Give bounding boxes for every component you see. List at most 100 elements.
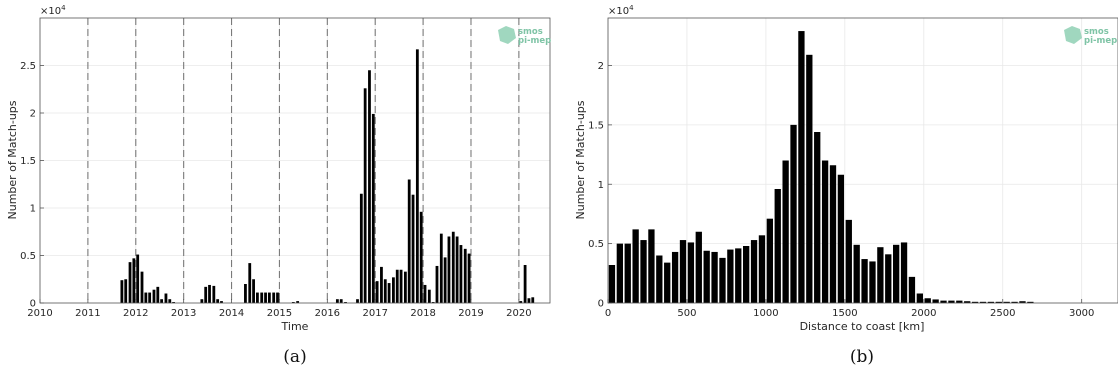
b-bar (806, 54, 813, 303)
b-x-tick-label: 1000 (753, 308, 778, 319)
a-bar (451, 231, 455, 303)
b-bar (624, 243, 631, 303)
a-bar (120, 280, 124, 303)
a-bar (523, 265, 527, 303)
chart-b-y-multiplier: ×104 (608, 4, 634, 17)
svg-text:smos: smos (518, 27, 543, 37)
b-bar (964, 301, 971, 303)
a-bar (272, 292, 276, 303)
b-bar (940, 300, 947, 303)
b-y-tick-label: 1.5 (588, 120, 604, 131)
a-y-tick-label: 1 (30, 204, 36, 215)
a-bar (267, 292, 271, 303)
b-bar (1019, 301, 1026, 303)
a-bar (136, 254, 140, 303)
a-bar (395, 269, 399, 303)
a-bar (291, 302, 295, 303)
a-bar (140, 271, 144, 303)
chart-b-x-ticks: 0 500 1000 1500 2000 2500 3000 (605, 299, 1094, 319)
b-bar (640, 240, 647, 303)
a-x-tick-label: 2011 (75, 308, 100, 319)
b-bar (979, 301, 987, 303)
a-bar (148, 292, 152, 303)
b-bar (616, 243, 623, 303)
b-bar (861, 259, 868, 303)
a-x-tick-label: 2014 (219, 308, 244, 319)
a-bar (368, 70, 371, 303)
a-bar (208, 284, 211, 303)
b-bar (971, 301, 979, 303)
chart-a-year-separators (87, 18, 520, 303)
b-bar (829, 165, 837, 303)
a-bar (447, 236, 451, 303)
a-bar (392, 277, 395, 303)
a-bar (467, 253, 471, 303)
a-x-tick-label: 2016 (315, 308, 340, 319)
chart-a-y-ticks: 0 0.5 1 1.5 2 2.5 (20, 61, 44, 310)
a-bar (156, 286, 160, 303)
b-bar (743, 246, 750, 303)
a-bar (419, 211, 423, 303)
chart-b-logo: smos pi-mep (1064, 26, 1117, 46)
b-bar (774, 189, 781, 303)
a-bar (399, 269, 403, 303)
b-x-tick-label: 3000 (1069, 308, 1094, 319)
b-x-tick-label: 2500 (990, 308, 1015, 319)
b-bar (671, 251, 679, 303)
a-bar (124, 279, 128, 303)
chart-b-bars (608, 31, 1034, 303)
a-bar (168, 299, 172, 303)
a-bar (244, 284, 247, 303)
a-bar (200, 299, 204, 303)
a-bar (152, 289, 156, 303)
a-bar (380, 266, 383, 303)
a-bar (212, 285, 216, 303)
b-bar (869, 261, 876, 303)
b-bar (656, 255, 663, 303)
a-bar (387, 283, 391, 303)
a-x-tick-label: 2017 (362, 308, 387, 319)
chart-a-xlabel: Time (281, 320, 309, 333)
b-bar (932, 299, 939, 303)
b-bar (679, 240, 687, 303)
svg-text:pi-mep: pi-mep (1084, 36, 1117, 46)
a-bar (531, 297, 535, 303)
a-x-tick-label: 2015 (267, 308, 292, 319)
chart-a-ylabel: Number of Match-ups (6, 100, 19, 219)
a-bar (252, 279, 255, 303)
a-bar (264, 292, 267, 303)
b-bar (885, 254, 892, 303)
b-y-tick-label: 2 (598, 61, 604, 72)
b-bar (821, 160, 829, 303)
a-bar (164, 293, 168, 303)
b-bar (727, 249, 734, 303)
a-bar (383, 279, 387, 303)
b-bar (766, 218, 773, 303)
b-bar (1011, 301, 1018, 303)
b-bar (695, 231, 702, 303)
a-bar (439, 233, 443, 303)
a-x-tick-label: 2012 (123, 308, 148, 319)
a-bar (339, 299, 343, 303)
a-bar (260, 292, 264, 303)
a-bar (431, 302, 435, 303)
a-bar (375, 281, 379, 303)
b-y-tick-label: 1 (598, 180, 604, 191)
chart-b-plot-frame (607, 17, 1118, 304)
svg-text:pi-mep: pi-mep (518, 36, 551, 46)
b-bar (1027, 301, 1034, 303)
b-bar (750, 240, 758, 303)
b-bar (908, 276, 916, 303)
b-bar (924, 298, 931, 303)
chart-a-bars (120, 49, 535, 303)
chart-a-panel-label: (a) (283, 347, 306, 367)
b-bar (853, 244, 860, 303)
chart-a-gridlines (39, 18, 550, 304)
b-bar (893, 244, 900, 303)
b-x-tick-label: 1500 (832, 308, 857, 319)
a-bar (463, 248, 467, 303)
b-bar (758, 235, 766, 303)
b-x-tick-label: 2000 (911, 308, 936, 319)
chart-a: 2010 2011 2012 2013 2014 2015 2016 2017 2018 2019… (6, 4, 551, 367)
